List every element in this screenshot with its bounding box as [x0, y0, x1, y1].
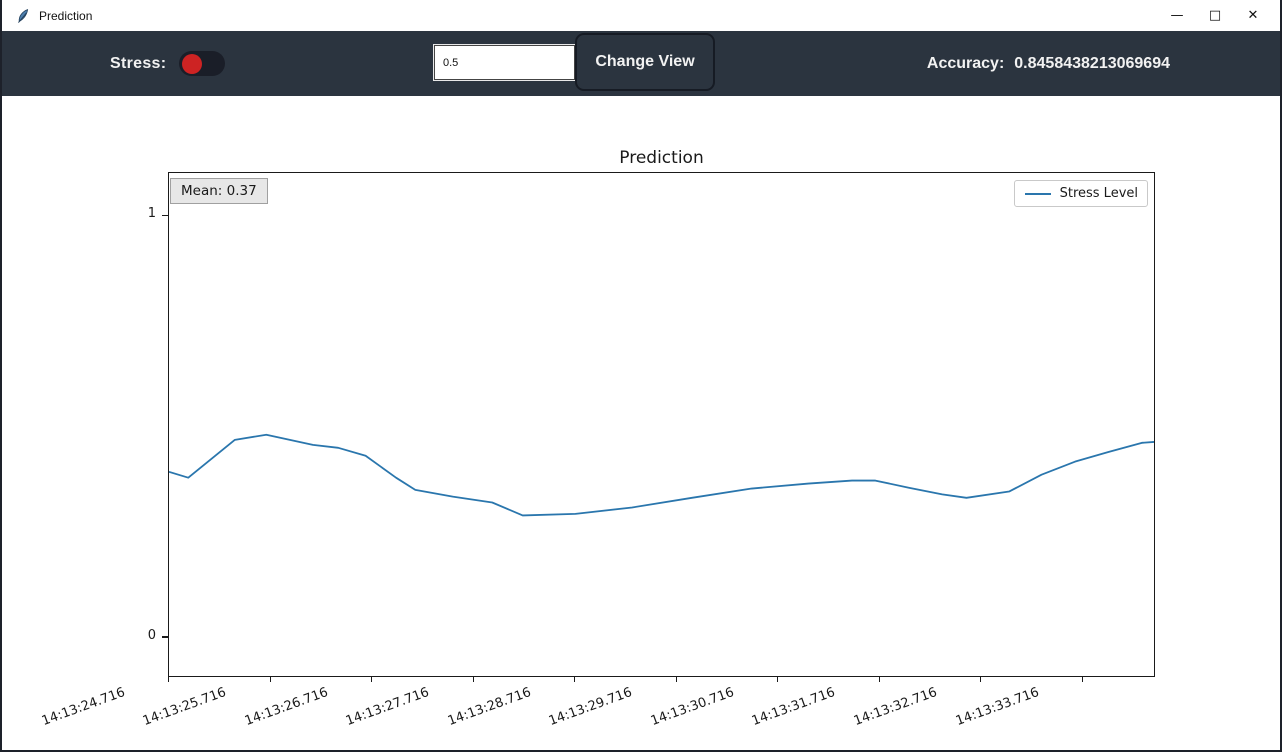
y-tick-label: 0 [147, 627, 156, 643]
x-tick [472, 677, 474, 682]
toolbar: Stress: Change View Accuracy: 0.84584382… [2, 31, 1280, 96]
stress-toggle-knob [182, 53, 203, 74]
x-tick [269, 677, 271, 682]
close-button[interactable]: ✕ [1234, 0, 1272, 31]
x-tick-label: 14:13:29.716 [547, 685, 635, 729]
chart-figure: Prediction Mean: 0.37 Stress Level 14:13… [2, 96, 1280, 750]
x-tick-label: 14:13:31.716 [750, 685, 838, 729]
mean-annotation: Mean: 0.37 [170, 178, 268, 204]
legend: Stress Level [1013, 180, 1148, 207]
legend-line-swatch [1024, 192, 1051, 195]
y-tick [162, 636, 168, 638]
x-tick [371, 677, 373, 682]
x-tick [574, 677, 576, 682]
accuracy-readout: Accuracy: 0.8458438213069694 [927, 31, 1170, 96]
x-tick-label: 14:13:25.716 [141, 685, 229, 729]
x-tick-label: 14:13:30.716 [648, 685, 737, 729]
y-tick [162, 214, 168, 217]
x-tick-label: 14:13:28.716 [445, 685, 533, 729]
x-tick [168, 677, 169, 682]
x-tick-label: 14:13:24.716 [39, 685, 127, 729]
stress-level-series [169, 433, 1154, 517]
plot-area: Mean: 0.37 Stress Level [168, 172, 1155, 677]
x-tick-label: 14:13:33.716 [953, 685, 1041, 729]
threshold-input[interactable] [434, 45, 575, 80]
x-tick-label: 14:13:32.716 [851, 685, 940, 729]
x-tick [777, 677, 779, 682]
stress-line-chart [169, 433, 1154, 517]
legend-label: Stress Level [1059, 186, 1138, 201]
accuracy-label: Accuracy: [926, 54, 1005, 72]
x-tick [980, 677, 982, 682]
titlebar: Prediction — □ ✕ [2, 0, 1280, 31]
x-tick-label: 14:13:27.716 [344, 685, 432, 729]
x-tick [675, 677, 677, 682]
window-controls: — □ ✕ [1158, 0, 1272, 31]
x-tick-label: 14:13:26.716 [242, 685, 330, 729]
x-tick [1081, 677, 1083, 682]
chart-title: Prediction [619, 148, 704, 168]
minimize-button[interactable]: — [1158, 0, 1196, 31]
accuracy-value: 0.8458438213069694 [1014, 54, 1170, 72]
window-title: Prediction [39, 8, 93, 23]
change-view-button[interactable]: Change View [575, 33, 715, 91]
maximize-button[interactable]: □ [1196, 0, 1234, 31]
stress-label: Stress: [110, 54, 167, 72]
y-tick-label: 1 [147, 206, 156, 222]
x-tick [878, 677, 880, 682]
stress-toggle[interactable] [179, 51, 226, 76]
stress-control-group: Stress: [110, 31, 226, 96]
app-feather-icon [18, 8, 29, 23]
